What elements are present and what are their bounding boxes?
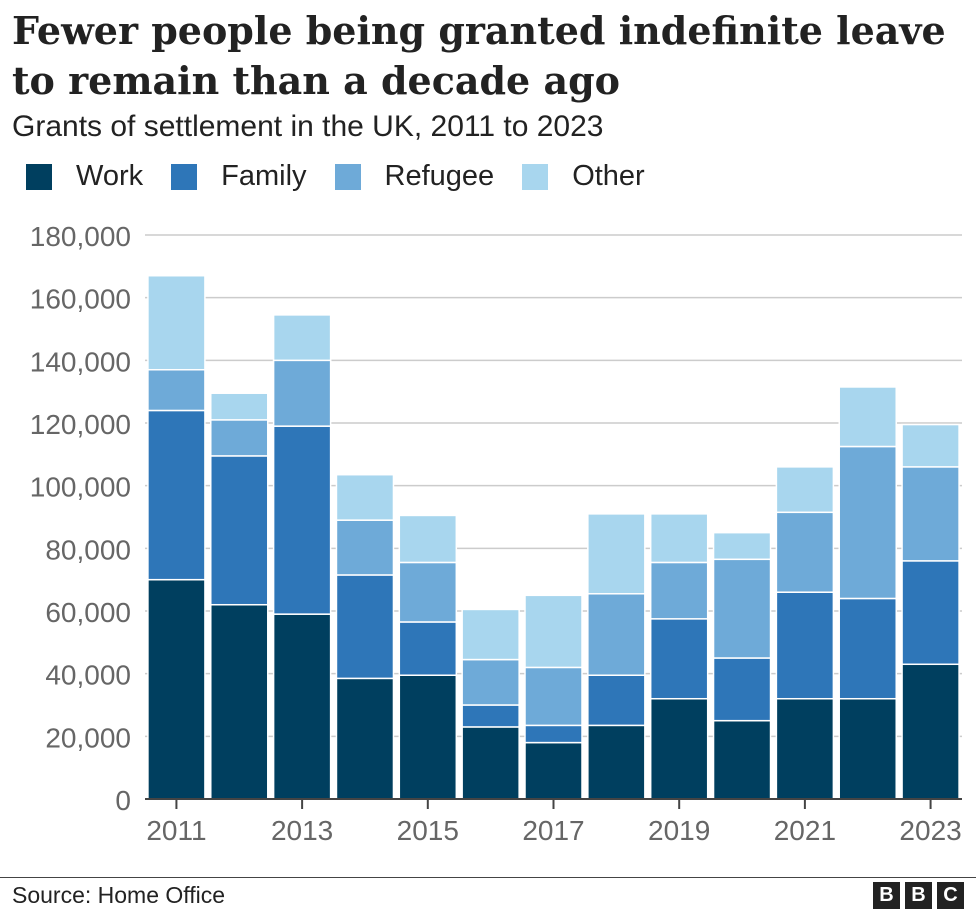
chart-subtitle: Grants of settlement in the UK, 2011 to …	[12, 110, 604, 143]
y-tick-label: 20,000	[45, 722, 131, 753]
x-tick-label: 2011	[146, 815, 206, 846]
x-tick-label: 2019	[648, 815, 710, 846]
legend-swatch-family	[171, 163, 198, 190]
bar-other-2011	[147, 274, 206, 371]
legend: Work Family Refugee Other	[26, 160, 673, 193]
bar-other-2021	[775, 466, 835, 514]
x-tick-label: 2017	[522, 815, 584, 846]
bar-work-2013	[272, 613, 332, 800]
bar-refugee-2023	[901, 466, 960, 562]
bar-refugee-2013	[272, 359, 332, 427]
y-tick-label: 100,000	[30, 472, 131, 503]
bbc-logo-letter-1: B	[873, 882, 900, 909]
bar-other-2017	[524, 594, 583, 669]
legend-swatch-refugee	[334, 163, 361, 190]
bar-family-2013	[272, 425, 332, 615]
legend-item-work: Work	[26, 160, 143, 193]
bar-refugee-2016	[461, 658, 520, 706]
bar-refugee-2012	[210, 419, 269, 457]
y-tick-label: 180,000	[30, 221, 131, 252]
bar-other-2016	[461, 608, 520, 661]
bar-other-2015	[398, 514, 458, 564]
legend-label-work: Work	[76, 160, 144, 192]
bar-work-2019	[649, 697, 709, 800]
bar-family-2014	[335, 574, 395, 680]
bar-family-2022	[838, 597, 897, 700]
bar-other-2023	[901, 423, 960, 468]
bar-family-2023	[901, 560, 960, 666]
y-tick-label: 160,000	[30, 284, 131, 315]
bar-work-2016	[461, 726, 520, 800]
bar-other-2013	[272, 314, 332, 362]
bar-refugee-2015	[398, 561, 458, 623]
legend-swatch-other	[522, 163, 549, 190]
bar-refugee-2022	[838, 445, 897, 600]
bar-other-2014	[335, 473, 395, 521]
y-tick-label: 0	[115, 785, 131, 816]
bar-work-2022	[838, 697, 897, 800]
stacked-bar-chart: 0 20,000 40,000 60,000 80,000 100,000 120,000 1…	[30, 221, 962, 846]
bar-family-2016	[461, 704, 520, 728]
legend-label-other: Other	[572, 160, 645, 192]
bar-refugee-2020	[712, 558, 772, 659]
bbc-logo: B B C	[868, 882, 964, 909]
bar-refugee-2021	[775, 511, 835, 593]
bar-work-2018	[587, 724, 646, 800]
bar-refugee-2018	[587, 593, 646, 676]
x-tick-label: 2015	[397, 815, 459, 846]
legend-label-refugee: Refugee	[384, 160, 495, 192]
bar-other-2020	[712, 531, 772, 561]
bar-work-2023	[901, 663, 960, 800]
bar-other-2019	[649, 513, 709, 564]
bar-refugee-2014	[335, 519, 395, 576]
bar-family-2019	[649, 618, 709, 700]
bar-work-2020	[712, 719, 772, 800]
y-tick-label: 140,000	[30, 346, 131, 377]
bar-other-2018	[587, 513, 646, 595]
bar-other-2022	[838, 386, 897, 448]
bbc-logo-letter-2: B	[905, 882, 932, 909]
legend-item-other: Other	[522, 160, 645, 193]
bar-work-2015	[398, 674, 458, 800]
x-tick-label: 2021	[774, 815, 836, 846]
bar-work-2017	[524, 741, 583, 800]
bar-work-2021	[775, 697, 835, 800]
bar-family-2021	[775, 591, 835, 700]
legend-label-family: Family	[221, 160, 307, 192]
y-tick-label: 120,000	[30, 409, 131, 440]
legend-swatch-work	[26, 163, 52, 190]
y-tick-label: 60,000	[45, 597, 131, 628]
bar-refugee-2019	[649, 561, 709, 620]
bar-refugee-2017	[524, 666, 583, 727]
source-note: Source: Home Office	[12, 882, 226, 908]
x-tick-label: 2023	[899, 815, 961, 846]
bar-work-2011	[147, 578, 206, 800]
bar-family-2017	[524, 724, 583, 744]
bar-refugee-2011	[147, 368, 206, 412]
bar-work-2012	[210, 603, 269, 800]
bar-family-2018	[587, 674, 646, 727]
y-tick-label: 80,000	[45, 534, 131, 565]
bar-work-2014	[335, 677, 395, 800]
x-tick-label: 2013	[271, 815, 333, 846]
footer-divider	[0, 877, 976, 878]
bbc-logo-letter-3: C	[937, 882, 964, 909]
legend-item-family: Family	[171, 160, 307, 193]
legend-item-refugee: Refugee	[334, 160, 495, 193]
bar-family-2020	[712, 657, 772, 722]
y-tick-label: 40,000	[45, 660, 131, 691]
bar-family-2012	[210, 455, 269, 606]
bar-family-2015	[398, 621, 458, 676]
bar-other-2012	[210, 392, 269, 421]
chart-title: Fewer people being granted indefinite le…	[12, 8, 946, 103]
bar-family-2011	[147, 409, 206, 581]
